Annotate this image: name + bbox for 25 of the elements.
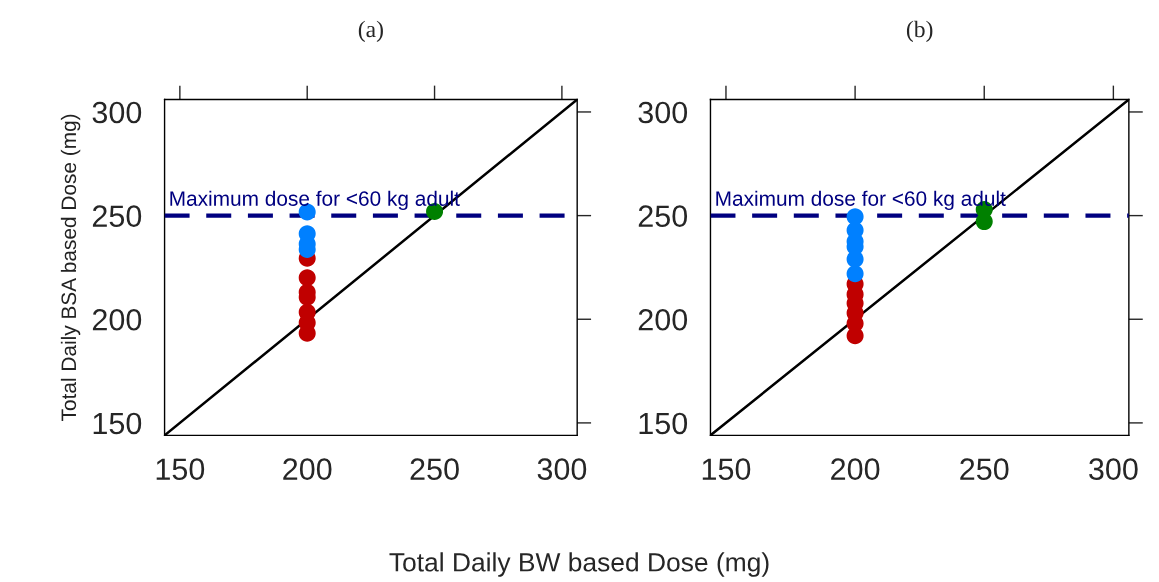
y-tick-label: 200	[92, 308, 142, 331]
y-axis-title: Total Daily BSA based Dose (mg)	[60, 114, 81, 421]
point	[846, 265, 864, 283]
chart-title: (b)	[906, 20, 933, 43]
point	[975, 213, 993, 231]
x-tick-label: 200	[831, 458, 880, 480]
ref-line-label: Maximum dose for <60 kg adult	[716, 190, 1006, 211]
x-axis-title: Total Daily BW based Dose (mg)	[389, 552, 769, 577]
y-tick-label: 150	[639, 412, 688, 435]
chart-title: (a)	[358, 20, 383, 43]
x-tick-label: 250	[960, 458, 1009, 480]
y-tick-label: 300	[638, 101, 688, 124]
x-tick-label: 200	[283, 458, 332, 480]
x-tick-label: 300	[1089, 458, 1138, 480]
x-tick-label: 250	[410, 458, 459, 480]
x-tick-label: 300	[537, 458, 587, 480]
y-tick-label: 200	[638, 308, 688, 331]
point	[298, 269, 316, 287]
y-tick-label: 250	[92, 205, 142, 227]
y-tick-label: 300	[92, 101, 142, 124]
x-tick-label: 150	[702, 458, 751, 480]
point	[846, 327, 864, 345]
x-tick-label: 150	[156, 458, 205, 480]
y-tick-label: 150	[93, 412, 142, 435]
y-tick-label: 250	[638, 205, 688, 227]
